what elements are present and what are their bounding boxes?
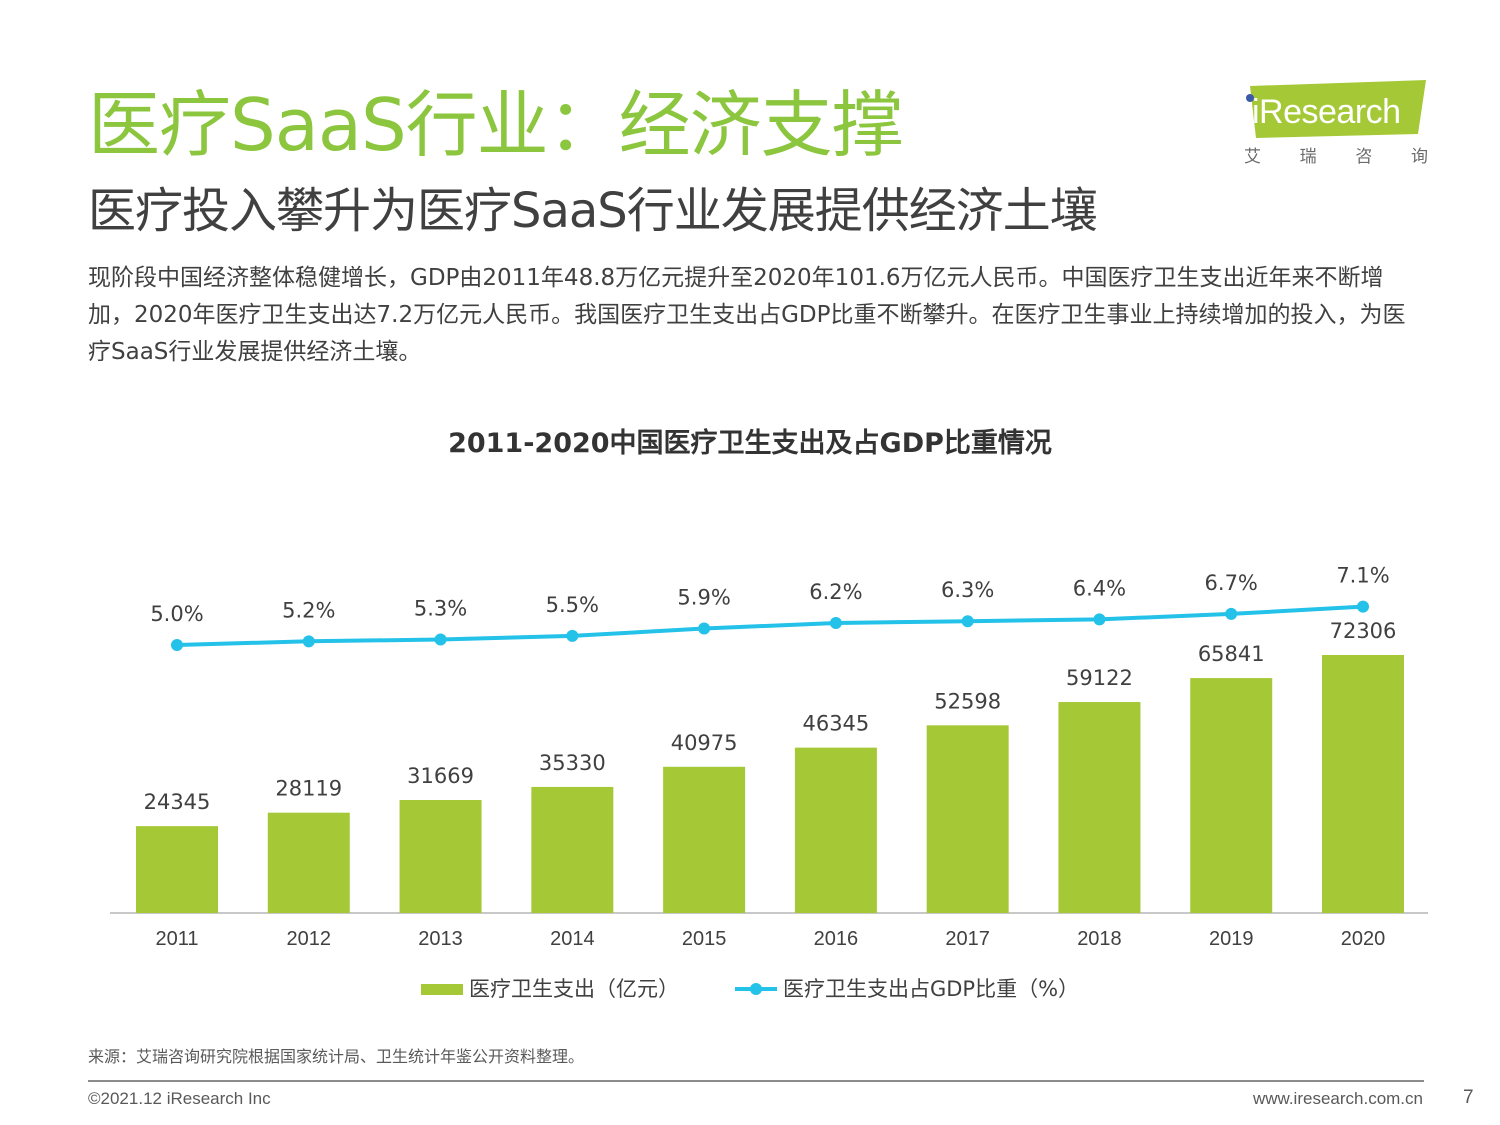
legend-item-gdp-share: 医疗卫生支出占GDP比重（%） — [734, 974, 1080, 1004]
bar-value-label-2018: 59122 — [1066, 666, 1133, 690]
legend-line-swatch — [734, 982, 777, 996]
bar-value-label-2013: 31669 — [407, 764, 474, 788]
x-tick-label-2019: 2019 — [1209, 928, 1254, 950]
x-tick-label-2020: 2020 — [1341, 928, 1386, 950]
logo-cn-char: 艾 — [1244, 147, 1261, 167]
bar-value-label-2011: 24345 — [144, 790, 211, 814]
x-tick-label-2013: 2013 — [418, 928, 463, 950]
point-value-label-2014: 5.5% — [546, 593, 599, 617]
point-gdp-share-2014 — [566, 629, 579, 642]
point-gdp-share-2020 — [1357, 600, 1369, 613]
point-value-label-2012: 5.2% — [282, 598, 335, 622]
point-value-label-2016: 6.2% — [809, 580, 862, 604]
point-value-label-2015: 5.9% — [677, 586, 730, 610]
page-title: 医疗SaaS行业：经济支撑 — [88, 83, 904, 167]
chart-legend: 医疗卫生支出（亿元） 医疗卫生支出占GDP比重（%） — [0, 974, 1500, 1004]
point-value-label-2013: 5.3% — [414, 597, 467, 621]
line-gdp-share — [176, 604, 1364, 647]
footer-divider — [88, 1080, 1424, 1082]
bar-expenditure-2019 — [1190, 678, 1273, 913]
point-gdp-share-2016 — [829, 617, 842, 630]
point-gdp-share-2019 — [1225, 607, 1238, 620]
bar-value-label-2014: 35330 — [539, 751, 606, 775]
point-value-label-2017: 6.3% — [941, 578, 994, 602]
bar-value-label-2020: 72306 — [1330, 619, 1397, 643]
bar-value-label-2019: 65841 — [1198, 642, 1265, 666]
bar-expenditure-2020 — [1322, 655, 1404, 913]
point-gdp-share-2013 — [434, 633, 447, 646]
x-tick-label-2014: 2014 — [550, 928, 595, 950]
copyright-text: ©2021.12 iResearch Inc — [88, 1089, 271, 1108]
bar-expenditure-2012 — [267, 812, 350, 913]
legend-bar-swatch — [420, 983, 463, 995]
point-value-label-2019: 6.7% — [1205, 571, 1258, 595]
bar-expenditure-2011 — [136, 826, 218, 913]
x-tick-label-2017: 2017 — [945, 928, 990, 950]
point-gdp-share-2017 — [961, 615, 974, 628]
point-gdp-share-2015 — [698, 622, 711, 635]
point-value-label-2011: 5.0% — [150, 602, 203, 626]
description-paragraph: 现阶段中国经济整体稳健增长，GDP由2011年48.8万亿元提升至2020年10… — [88, 265, 1406, 365]
logo-chinese-name: 艾 瑞 咨 询 — [1244, 146, 1428, 168]
x-tick-label-2012: 2012 — [287, 928, 332, 950]
point-value-label-2018: 6.4% — [1073, 576, 1126, 600]
page-subtitle: 医疗投入攀升为医疗SaaS行业发展提供经济土壤 — [88, 183, 1098, 239]
bar-expenditure-2014 — [531, 786, 614, 913]
logo-wordmark: iResearch — [1252, 93, 1401, 131]
logo-dot — [1246, 94, 1254, 102]
logo-cn-char: 询 — [1410, 147, 1428, 167]
source-note: 来源：艾瑞咨询研究院根据国家统计局、卫生统计年鉴公开资料整理。 — [88, 1047, 585, 1066]
x-tick-label-2015: 2015 — [682, 928, 727, 950]
legend-label: 医疗卫生支出占GDP比重（%） — [782, 977, 1080, 1001]
bar-expenditure-2015 — [663, 766, 746, 913]
legend-label: 医疗卫生支出（亿元） — [468, 977, 679, 1001]
iresearch-logo: iResearch 艾 瑞 咨 询 — [1238, 80, 1428, 170]
x-tick-label-2016: 2016 — [814, 928, 859, 950]
website-link[interactable]: www.iresearch.com.cn — [1252, 1089, 1423, 1108]
legend-item-expenditure: 医疗卫生支出（亿元） — [420, 974, 679, 1004]
bar-expenditure-2016 — [794, 747, 877, 913]
page-number: 7 — [1463, 1087, 1474, 1108]
logo-cn-char: 瑞 — [1299, 147, 1317, 167]
point-gdp-share-2012 — [302, 635, 315, 648]
point-gdp-share-2011 — [171, 639, 183, 651]
point-value-label-2020: 7.1% — [1336, 564, 1389, 588]
bar-value-label-2017: 52598 — [934, 689, 1001, 713]
bar-expenditure-2017 — [926, 725, 1009, 913]
bar-value-label-2012: 28119 — [275, 777, 342, 801]
logo-cn-char: 咨 — [1355, 147, 1373, 167]
bar-value-label-2016: 46345 — [802, 712, 869, 736]
logo-banner-shape — [1250, 80, 1426, 138]
point-gdp-share-2018 — [1093, 613, 1106, 626]
chart-title: 2011-2020中国医疗卫生支出及占GDP比重情况 — [448, 428, 1052, 459]
bar-expenditure-2013 — [399, 799, 482, 913]
x-tick-label-2018: 2018 — [1077, 928, 1122, 950]
bar-value-label-2015: 40975 — [671, 731, 738, 755]
x-tick-label-2011: 2011 — [155, 928, 198, 950]
bar-expenditure-2018 — [1058, 702, 1141, 913]
